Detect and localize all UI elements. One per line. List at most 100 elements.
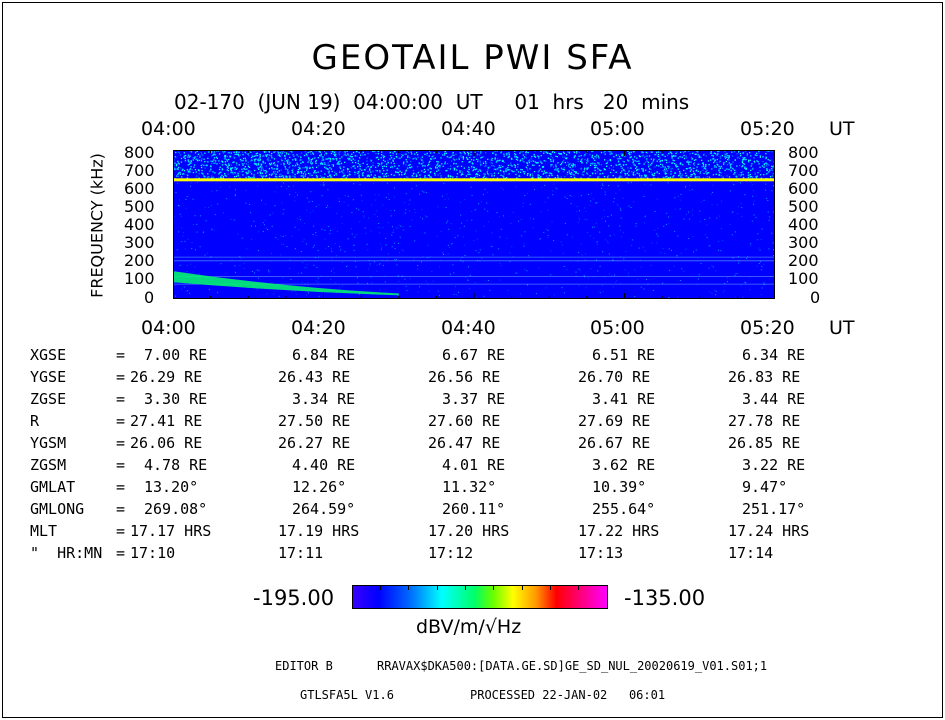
noise-speckle [273,151,275,153]
noise-speckle [461,156,463,158]
noise-speckle [228,163,230,165]
noise-speckle [757,233,759,235]
noise-speckle [487,167,490,169]
noise-speckle [759,155,761,157]
noise-speckle [255,158,257,160]
noise-speckle [302,173,305,175]
top-ut-label: UT [829,118,855,140]
noise-speckle [343,153,346,155]
noise-speckle [268,163,271,165]
noise-speckle [279,155,281,157]
noise-speckle [177,183,178,184]
noise-speckle [589,154,591,156]
noise-speckle [543,151,545,153]
noise-speckle [381,151,383,153]
noise-speckle [368,175,370,177]
noise-speckle [257,158,259,161]
noise-speckle [550,274,552,276]
noise-speckle [683,218,685,220]
noise-speckle [691,158,693,160]
noise-speckle [251,154,253,156]
noise-speckle [661,164,664,166]
noise-speckle [730,163,732,165]
noise-speckle [352,151,355,154]
noise-speckle [263,175,265,177]
noise-speckle [556,169,558,171]
noise-speckle [248,166,251,168]
noise-speckle [206,164,208,167]
noise-speckle [769,159,771,162]
noise-speckle [473,168,475,171]
noise-speckle [380,263,381,265]
noise-speckle [424,232,426,234]
noise-speckle [765,165,768,167]
noise-speckle [665,159,668,161]
noise-speckle [619,177,621,179]
noise-speckle [326,167,328,170]
noise-speckle [550,160,552,162]
noise-speckle [288,163,290,165]
noise-speckle [482,162,485,165]
ephemeris-value: 269.08° [144,500,208,518]
noise-speckle [534,156,537,158]
noise-speckle [701,159,703,161]
noise-speckle [358,152,360,154]
noise-speckle [681,174,684,176]
noise-speckle [753,203,755,205]
noise-speckle [446,156,448,158]
noise-speckle [304,267,306,269]
noise-speckle [379,171,381,174]
noise-speckle [390,162,392,164]
noise-speckle [370,159,372,161]
noise-speckle [187,171,190,173]
noise-speckle [685,168,688,170]
noise-speckle [487,169,489,171]
noise-speckle [242,157,245,160]
noise-speckle [362,211,364,213]
narrowband-emission-line [173,178,775,182]
noise-speckle [714,153,717,155]
noise-speckle [674,208,676,210]
noise-speckle [343,172,345,174]
noise-speckle [455,286,456,288]
noise-speckle [475,230,477,232]
noise-speckle [199,246,201,248]
noise-speckle [570,168,572,170]
noise-speckle [201,166,203,169]
noise-speckle [674,163,676,165]
noise-speckle [210,165,212,167]
noise-speckle [711,154,713,157]
noise-speckle [734,172,736,174]
noise-speckle [477,160,479,162]
noise-speckle [491,246,493,248]
noise-speckle [720,175,723,177]
noise-speckle [421,209,423,210]
noise-speckle [765,153,767,155]
noise-speckle [717,241,719,242]
noise-speckle [200,159,202,161]
noise-speckle [242,163,244,165]
noise-speckle [413,172,415,174]
noise-speckle [568,165,570,167]
noise-speckle [240,160,242,162]
noise-speckle [210,166,212,168]
noise-speckle [732,183,734,185]
noise-speckle [531,160,533,162]
noise-speckle [238,164,240,166]
noise-speckle [304,151,307,153]
noise-speckle [360,194,362,196]
noise-speckle [256,152,259,154]
noise-speckle [251,158,253,160]
noise-speckle [289,194,291,196]
noise-speckle [731,234,733,236]
noise-speckle [186,169,188,171]
noise-speckle [317,165,320,167]
noise-speckle [356,155,358,157]
noise-speckle [284,154,286,157]
noise-speckle [683,270,685,272]
noise-speckle [604,153,606,155]
noise-speckle [677,296,679,298]
ephemeris-label: YGSM [30,434,67,452]
noise-speckle [255,153,257,155]
noise-speckle [302,175,304,177]
